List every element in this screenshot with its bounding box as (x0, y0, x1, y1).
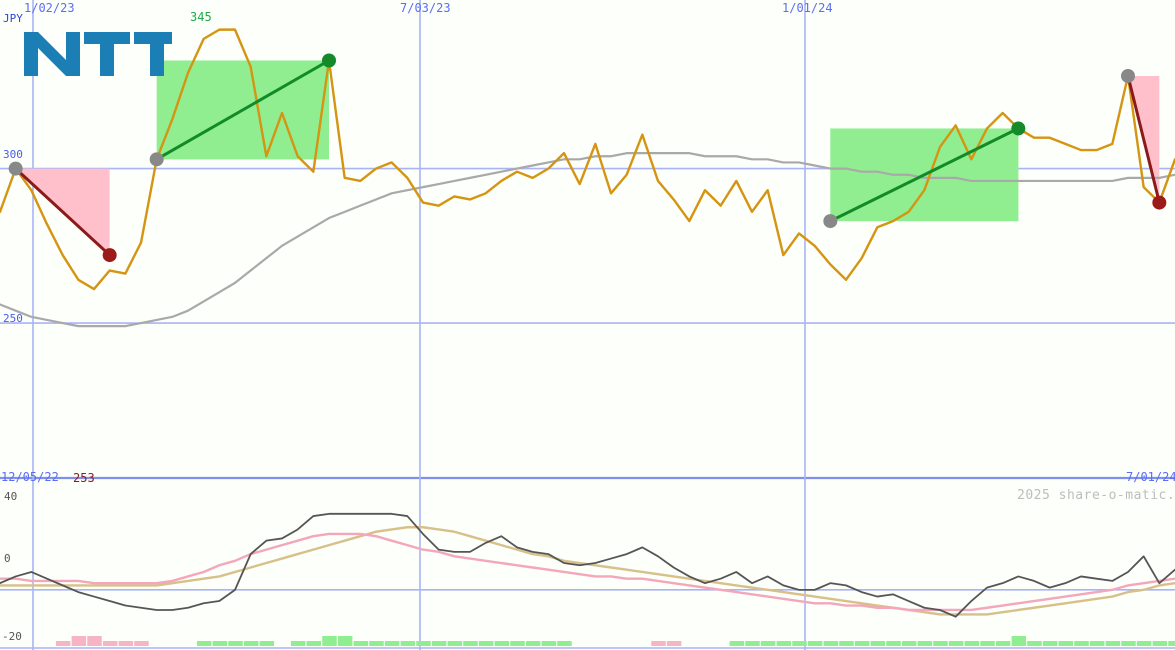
company-logo (24, 32, 172, 76)
